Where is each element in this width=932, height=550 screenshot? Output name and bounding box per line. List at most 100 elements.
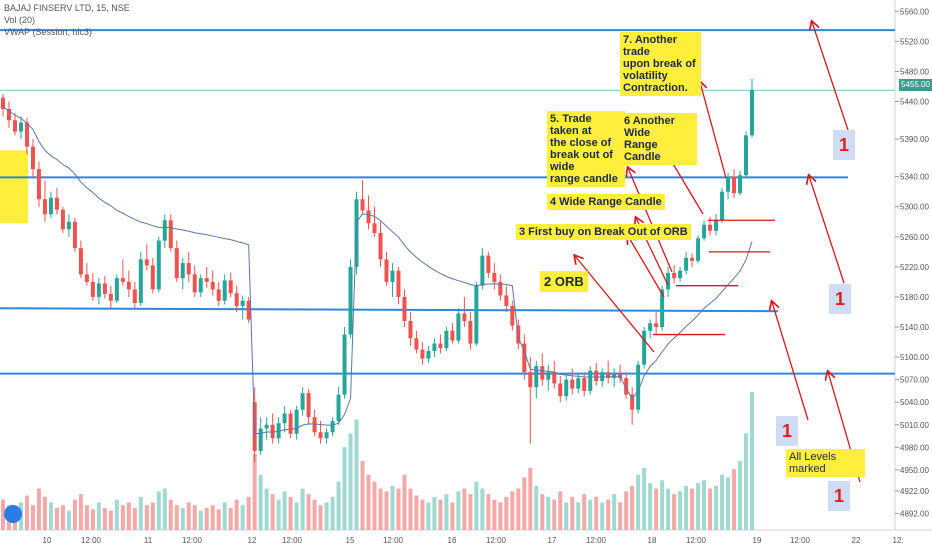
candle-body: [336, 394, 341, 421]
volume-bar: [360, 461, 365, 530]
candle-body: [288, 413, 293, 434]
volume-bar: [108, 510, 113, 530]
y-tick-label: 5100.00: [900, 353, 929, 362]
x-tick-label: 11: [144, 536, 153, 545]
volume-bar: [120, 505, 125, 530]
volume-bar: [618, 502, 623, 530]
candle-body: [384, 259, 389, 282]
candle-body: [744, 135, 749, 176]
volume-bar: [516, 488, 521, 530]
candle-body: [30, 146, 35, 170]
volume-bar: [474, 481, 479, 530]
volume-bar: [288, 496, 293, 530]
candle-body: [576, 378, 581, 389]
x-tick-label: 12:00: [81, 536, 102, 545]
volume-bar: [132, 507, 137, 530]
candle-body: [360, 199, 365, 211]
volume-bar: [396, 488, 401, 530]
annotation-arrow: [809, 176, 845, 284]
candle-body: [408, 321, 413, 339]
candle-body: [534, 366, 539, 388]
volume-bar: [594, 496, 599, 530]
y-tick-label: 5180.00: [900, 293, 929, 302]
volume-bar: [462, 488, 467, 530]
candle-body: [726, 176, 731, 192]
candle-body: [654, 323, 659, 328]
volume-bar: [192, 505, 197, 530]
volume-bar: [738, 461, 743, 530]
y-tick-label: 4980.00: [900, 443, 929, 452]
candle-body: [300, 393, 305, 410]
volume-bar: [480, 488, 485, 530]
volume-bar: [564, 502, 569, 530]
volume-bar: [246, 496, 251, 530]
support-resistance-line: [0, 307, 779, 313]
volume-bar: [570, 496, 575, 530]
candle-body: [186, 263, 191, 275]
x-tick-label: 17: [548, 536, 557, 545]
volume-bar: [66, 510, 71, 530]
y-tick-label: 5520.00: [900, 37, 929, 46]
x-tick-label: 12:: [892, 536, 903, 545]
candle-body: [318, 432, 323, 439]
volume-bar: [420, 499, 425, 530]
volume-bar: [726, 477, 731, 530]
annotation-arrow: [772, 302, 809, 421]
candle-body: [396, 270, 401, 297]
volume-bar: [660, 480, 665, 530]
volume-bar: [282, 491, 287, 530]
candle-body: [216, 289, 221, 301]
volume-bar: [180, 507, 185, 530]
volume-bar: [744, 433, 749, 530]
y-tick-label: 5480.00: [900, 67, 929, 76]
annotation-arrow: [628, 236, 665, 298]
volume-bar: [648, 483, 653, 530]
candle-body: [420, 349, 425, 359]
y-tick-label: 5340.00: [900, 173, 929, 182]
volume-bar: [48, 502, 53, 530]
x-tick-label: 12:00: [586, 536, 607, 545]
volume-bar: [258, 474, 263, 530]
candle-body: [198, 278, 203, 293]
volume-bar: [204, 507, 209, 530]
candle-body: [612, 373, 617, 379]
candle-body: [48, 197, 53, 215]
candle-body: [66, 221, 71, 230]
volume-bar: [300, 488, 305, 530]
candle-body: [306, 393, 311, 418]
volume-bar: [588, 499, 593, 530]
candle-body: [522, 343, 527, 373]
y-tick-label: 5070.00: [900, 376, 929, 385]
volume-bar: [306, 494, 311, 530]
candle-body: [492, 272, 497, 282]
range-highlight-box: [0, 150, 28, 224]
candle-body: [378, 233, 383, 260]
y-tick-label: 5440.00: [900, 97, 929, 106]
volume-bar: [450, 502, 455, 530]
volume-bar: [378, 488, 383, 530]
volume-bar: [102, 507, 107, 530]
candle-body: [450, 330, 455, 341]
candle-body: [588, 370, 593, 391]
candle-body: [12, 120, 17, 132]
x-tick-label: 22: [852, 536, 861, 545]
candle-body: [540, 366, 545, 380]
volume-bar: [642, 467, 647, 530]
volume-bar: [630, 485, 635, 530]
candle-body: [156, 240, 161, 290]
volume-bar: [390, 485, 395, 530]
volume-bar: [714, 485, 719, 530]
annotation-wide-range: 4 Wide Range Candle: [547, 194, 665, 210]
candle-body: [432, 343, 437, 352]
candle-body: [36, 169, 41, 200]
volume-bar: [198, 510, 203, 530]
volume-bar: [240, 505, 245, 530]
volume-bar: [546, 496, 551, 530]
candle-body: [708, 224, 713, 231]
y-tick-label: 5040.00: [900, 398, 929, 407]
volume-bar: [342, 447, 347, 530]
candle-body: [486, 255, 491, 273]
candle-body: [24, 122, 29, 147]
